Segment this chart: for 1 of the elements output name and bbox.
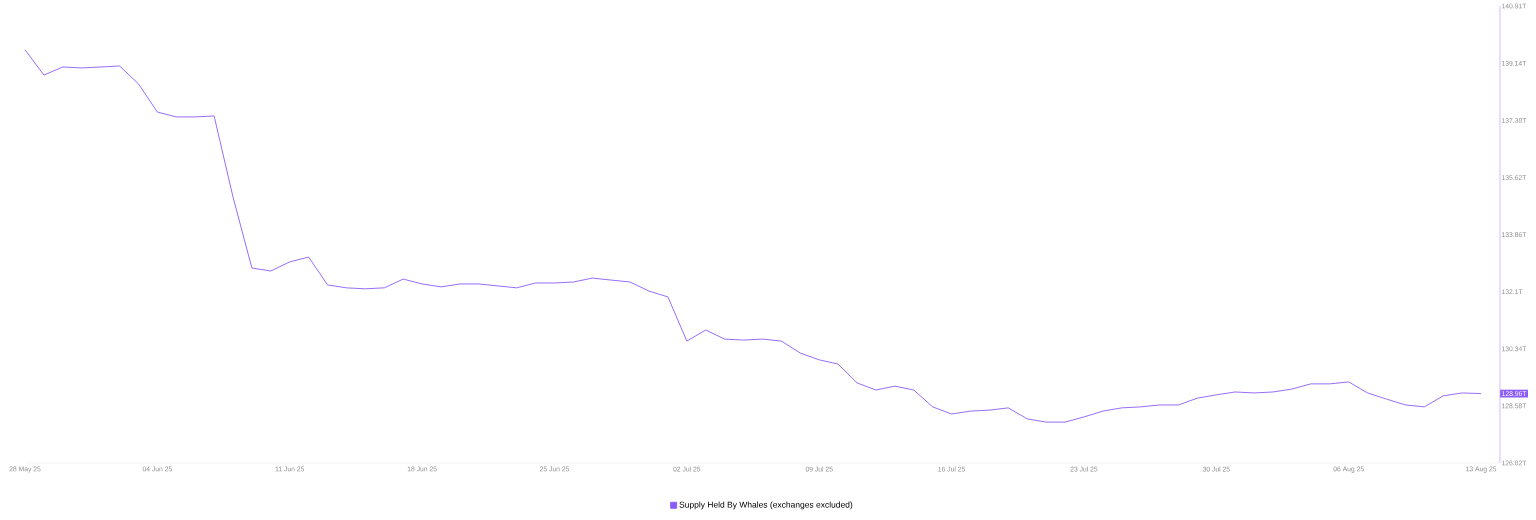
legend-label: Supply Held By Whales (exchanges excluded) <box>679 501 853 510</box>
